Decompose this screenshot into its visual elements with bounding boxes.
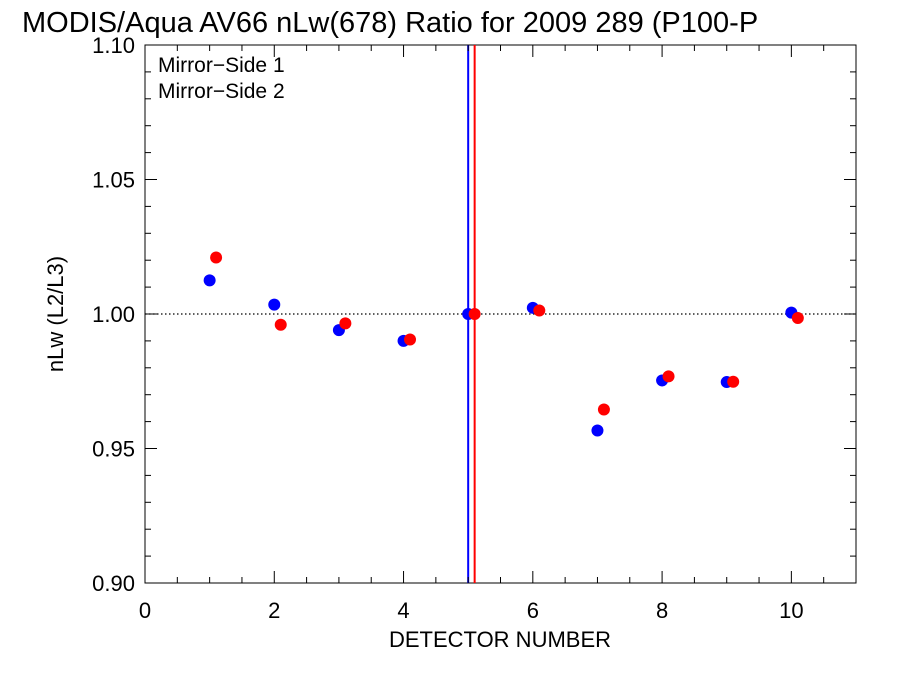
- data-point-series-1: [591, 424, 604, 437]
- x-tick-label: 0: [139, 598, 151, 623]
- legend-entry-mirror-side-2: Mirror−Side 2: [158, 80, 285, 103]
- y-axis-label: nLw (L2/L3): [43, 256, 68, 372]
- x-axis-label: DETECTOR NUMBER: [389, 627, 611, 652]
- data-point-series-2: [662, 370, 675, 383]
- ticks-group: [144, 44, 857, 584]
- y-tick-label: 1.05: [92, 168, 135, 193]
- tick-labels-group: 0 2 4 6 8 10 0.90 0.95 1.00 1.05 1.10: [92, 33, 803, 623]
- data-point-series-2: [727, 375, 740, 388]
- points-group: [203, 251, 804, 437]
- chart-title: MODIS/Aqua AV66 nLw(678) Ratio for 2009 …: [22, 7, 758, 39]
- data-point-series-2: [339, 317, 352, 330]
- x-tick-label: 8: [656, 598, 668, 623]
- data-point-series-2: [533, 304, 546, 317]
- data-point-series-2: [404, 333, 417, 346]
- y-tick-label: 1.10: [92, 33, 135, 58]
- data-point-series-1: [203, 274, 216, 287]
- x-tick-label: 6: [527, 598, 539, 623]
- y-tick-label: 1.00: [92, 302, 135, 327]
- x-tick-label: 10: [779, 598, 803, 623]
- data-point-series-2: [597, 403, 610, 416]
- y-tick-label: 0.90: [92, 571, 135, 596]
- legend-entry-mirror-side-1: Mirror−Side 1: [158, 54, 285, 77]
- legend: Mirror−Side 1 Mirror−Side 2: [158, 54, 285, 103]
- data-point-series-2: [791, 312, 804, 325]
- y-tick-label: 0.95: [92, 437, 135, 462]
- data-point-series-1: [268, 298, 281, 311]
- data-point-series-2: [468, 308, 481, 320]
- x-tick-label: 2: [268, 598, 280, 623]
- x-tick-label: 4: [397, 598, 409, 623]
- data-point-series-2: [274, 318, 287, 331]
- data-point-series-2: [210, 251, 223, 264]
